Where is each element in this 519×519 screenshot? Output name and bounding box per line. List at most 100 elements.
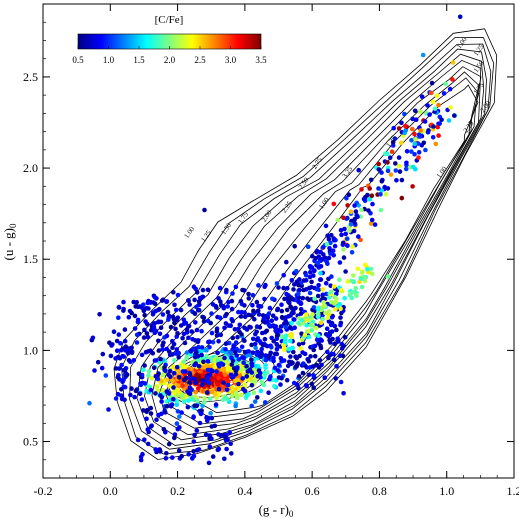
data-point [127,308,133,314]
data-point [269,345,274,350]
data-point [216,432,221,437]
x-axis-label-sub: 0 [289,509,294,519]
data-point [228,350,233,356]
data-point [321,299,326,305]
data-point [169,402,175,407]
data-point [178,323,184,328]
contour-label: 2.00 [260,208,274,223]
data-point [121,377,126,383]
data-point [309,279,314,285]
data-point [146,349,151,354]
data-point [275,368,281,373]
data-point [204,348,209,353]
data-point [138,457,144,463]
data-point [208,367,214,373]
data-point [441,91,447,96]
data-point [312,343,318,349]
data-point [153,447,158,452]
data-point [197,420,203,426]
data-point [132,326,138,331]
data-point [279,334,285,340]
data-point [122,327,128,332]
contour-label: 1.50 [472,59,486,74]
data-point [200,403,205,409]
data-point [229,385,235,390]
data-point [143,319,148,324]
data-point [271,355,276,361]
data-point [284,377,290,383]
data-point [263,357,269,363]
data-point [281,272,287,278]
data-point [172,432,178,437]
data-point [262,336,268,342]
data-point [176,390,182,395]
colorbar-title: [C/Fe] [155,14,184,26]
data-point [113,356,118,361]
data-point [416,132,422,138]
data-point [166,317,171,322]
data-point [284,259,289,265]
data-point [273,378,279,383]
data-point [413,117,419,122]
data-point [210,454,216,459]
data-point [255,374,260,379]
data-point [121,354,127,359]
data-point [334,327,339,333]
data-point [230,318,235,324]
data-point [326,319,332,324]
data-point [437,121,443,126]
data-point [107,340,112,346]
data-point [164,377,170,383]
data-point [214,333,220,338]
data-point [376,186,381,191]
data-point [446,118,452,123]
data-point [338,306,343,312]
data-point [316,333,321,339]
data-point [150,312,156,317]
data-point [139,397,145,402]
data-point [318,343,323,349]
data-point [234,395,240,401]
data-point [145,334,151,340]
data-point [316,282,321,288]
data-point [123,344,129,349]
data-point [240,355,245,360]
data-point [259,379,265,385]
data-point [133,388,139,394]
data-point [343,269,348,274]
data-point [331,357,337,363]
data-point [398,140,404,145]
data-point [287,295,293,300]
data-point [291,287,296,292]
data-point [309,265,315,270]
data-point [238,392,244,398]
data-point [175,383,181,388]
data-point [218,332,224,338]
data-point [379,179,385,184]
contour-label: 2.50 [297,176,311,191]
data-point [239,344,245,350]
data-point [278,382,283,387]
data-point [175,331,180,336]
data-point [159,378,164,384]
data-point [156,338,161,344]
contour-label: 1.25 [384,134,398,149]
data-point [433,141,439,147]
data-point [272,383,277,389]
data-point [279,308,285,314]
data-point [181,399,187,405]
data-point [214,305,219,310]
data-point [350,244,355,249]
data-point [425,130,431,135]
data-point [154,385,159,390]
data-point [356,234,361,239]
data-point [119,362,124,368]
data-point [320,287,326,292]
data-point [339,232,344,238]
data-point [263,365,268,371]
data-point [299,317,305,323]
data-point [344,236,350,241]
data-point [296,291,301,297]
data-point [242,338,247,344]
data-point [340,353,346,359]
